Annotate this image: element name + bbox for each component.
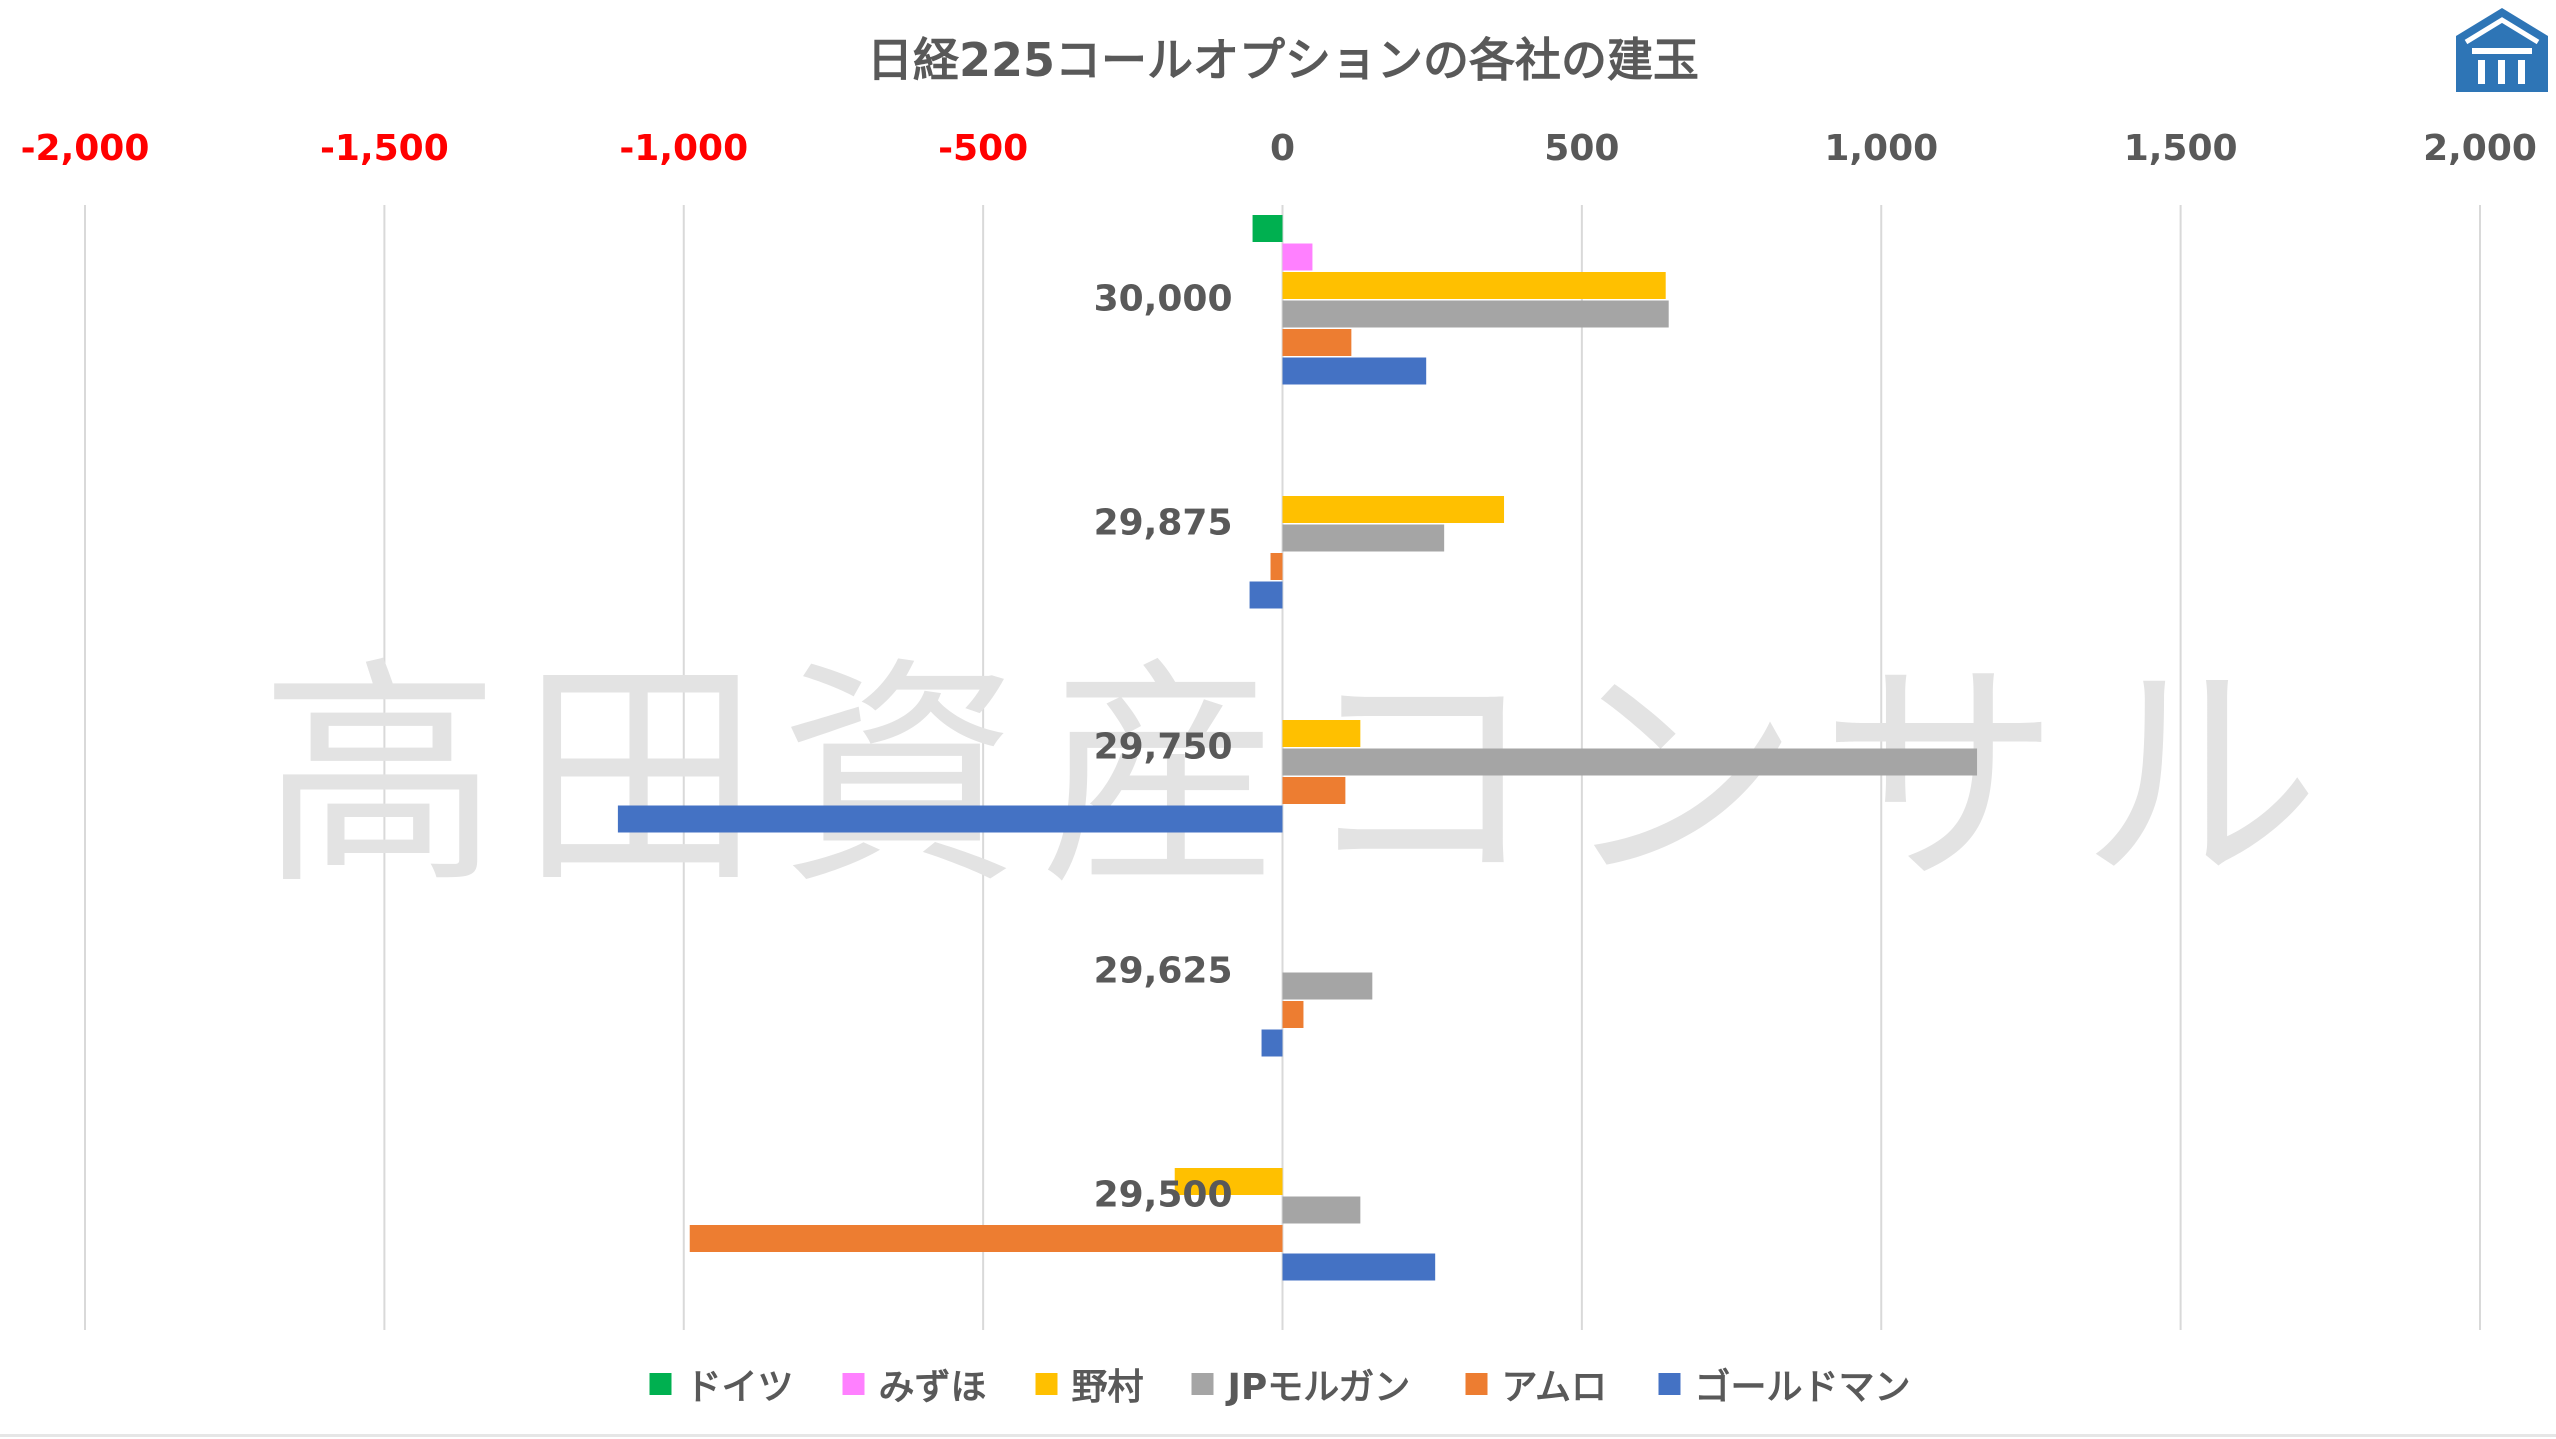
bottom-rule	[0, 1434, 2556, 1437]
x-tick-label-5: 500	[1544, 128, 1619, 169]
x-tick-label-7: 1,500	[2124, 128, 2238, 169]
x-tick-labels: -2,000 -1,500 -1,000 -500 0 500 1,000 1,500 2,00…	[21, 128, 2537, 169]
x-tick-label-8: 2,000	[2423, 128, 2537, 169]
logo-pillar-2	[2498, 60, 2505, 84]
bar-30000-4	[1282, 329, 1352, 356]
legend-label-4: アムロ	[1502, 1367, 1607, 1408]
x-tick-label-1: -1,500	[320, 128, 449, 169]
legend-swatch-2	[1035, 1373, 1058, 1395]
bar-29625-3	[1282, 972, 1373, 1000]
bar-30000-0	[1252, 215, 1283, 242]
legend-swatch-3	[1191, 1373, 1214, 1395]
bar-29875-3	[1282, 524, 1445, 552]
bar-29500-3	[1282, 1196, 1361, 1224]
category-label-0: 30,000	[1094, 279, 1233, 320]
bar-29625-4	[1282, 1001, 1304, 1028]
bar-29750-5	[617, 805, 1283, 833]
legend-label-2: 野村	[1072, 1367, 1144, 1408]
bar-29750-2	[1282, 720, 1361, 747]
bar-30000-1	[1282, 243, 1313, 271]
logo-pillar-3	[2518, 60, 2525, 84]
category-label-3: 29,625	[1094, 951, 1233, 992]
category-label-2: 29,750	[1094, 727, 1233, 768]
legend-label-3: JPモルガン	[1225, 1367, 1411, 1408]
bar-29500-4	[689, 1225, 1283, 1252]
legend-swatch-1	[842, 1373, 865, 1395]
x-tick-label-2: -1,000	[619, 128, 748, 169]
category-label-1: 29,875	[1094, 503, 1233, 544]
x-tick-label-0: -2,000	[21, 128, 150, 169]
bar-29875-4	[1270, 553, 1283, 580]
bar-30000-2	[1282, 272, 1666, 299]
logo-roof-line	[2464, 17, 2540, 45]
bar-30000-3	[1282, 300, 1669, 328]
building-logo-icon	[2456, 8, 2548, 92]
x-tick-label-4: 0	[1270, 128, 1295, 169]
legend-swatch-4	[1465, 1373, 1488, 1395]
x-tick-label-6: 1,000	[1824, 128, 1938, 169]
x-tick-label-3: -500	[938, 128, 1028, 169]
bar-29750-4	[1282, 777, 1346, 804]
bar-29625-5	[1261, 1029, 1283, 1057]
legend-label-0: ドイツ	[686, 1367, 794, 1408]
chart-title: 日経225コールオプションの各社の建玉	[867, 33, 1699, 87]
bar-29875-2	[1282, 496, 1505, 523]
category-label-4: 29,500	[1094, 1175, 1233, 1216]
bar-30000-5	[1282, 357, 1427, 385]
bars	[617, 215, 1978, 1281]
legend-label-5: ゴールドマン	[1695, 1366, 1911, 1408]
category-labels: 30,000 29,875 29,750 29,625 29,500	[1094, 279, 1233, 1216]
legend: ドイツ みずほ 野村 JPモルガン アムロ ゴールドマン	[649, 1366, 1911, 1408]
bar-29750-3	[1282, 748, 1978, 776]
bar-29500-5	[1282, 1253, 1436, 1281]
legend-swatch-0	[649, 1373, 672, 1395]
bar-29500-2	[1174, 1168, 1283, 1195]
logo-pillar-1	[2478, 60, 2485, 84]
legend-swatch-5	[1658, 1373, 1681, 1395]
logo-beam	[2472, 48, 2532, 54]
legend-label-1: みずほ	[879, 1367, 987, 1408]
bar-29875-5	[1249, 581, 1283, 609]
